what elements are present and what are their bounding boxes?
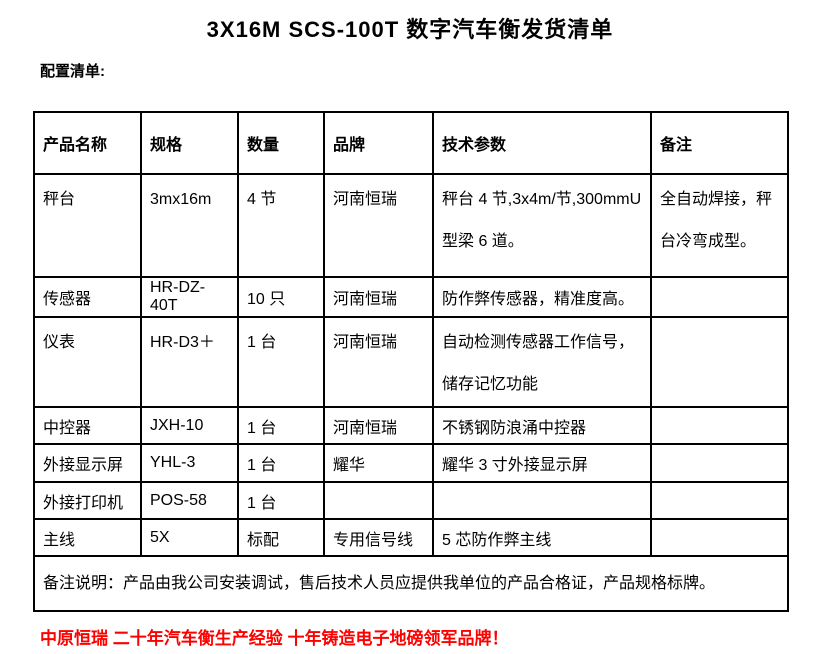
cell-spec: JXH-10 [140,406,239,445]
cell-brand: 耀华 [323,443,434,483]
cell-tech-params: 耀华 3 寸外接显示屏 [432,443,652,483]
cell-remarks: 全自动焊接，秤台冷弯成型。 [650,173,789,278]
header-cell-tech-params: 技术参数 [432,111,652,175]
row-main-cable: 主线 5X 标配 专用信号线 5 芯防作弊主线 [33,518,789,557]
cell-remarks [650,443,789,483]
cell-product-name: 主线 [33,518,142,557]
cell-spec: YHL-3 [140,443,239,483]
cell-remarks [650,481,789,520]
cell-quantity: 4 节 [237,173,325,278]
section-label: 配置清单: [40,63,105,80]
row-central-controller: 中控器 JXH-10 1 台 河南恒瑞 不锈钢防浪涌中控器 [33,406,789,445]
cell-quantity: 1 台 [237,316,325,408]
cell-brand: 专用信号线 [323,518,434,557]
row-external-display: 外接显示屏 YHL-3 1 台 耀华 耀华 3 寸外接显示屏 [33,443,789,483]
cell-tech-params: 不锈钢防浪涌中控器 [432,406,652,445]
document-title: 3X16M SCS-100T 数字汽车衡发货清单 [206,17,614,42]
header-cell-brand: 品牌 [323,111,434,175]
cell-spec: 3mx16m [140,173,239,278]
cell-spec: HR-DZ-40T [140,276,239,318]
slogan-text: 中原恒瑞 二十年汽车衡生产经验 十年铸造电子地磅领军品牌！ [40,629,509,648]
packing-list-table: 产品名称 规格 数量 品牌 技术参数 备注 秤台 3mx16m 4 节 河南恒瑞… [33,111,789,612]
cell-product-name: 秤台 [33,173,142,278]
cell-product-name: 传感器 [33,276,142,318]
cell-quantity: 1 台 [237,443,325,483]
cell-product-name: 中控器 [33,406,142,445]
header-cell-remarks: 备注 [650,111,789,175]
cell-tech-params: 秤台 4 节,3x4m/节,300mmU 型梁 6 道。 [432,173,652,278]
row-indicator: 仪表 HR-D3＋ 1 台 河南恒瑞 自动检测传感器工作信号，储存记忆功能 [33,316,789,408]
cell-tech-params [432,481,652,520]
table-header-row: 产品名称 规格 数量 品牌 技术参数 备注 [33,111,789,175]
cell-remarks [650,518,789,557]
cell-tech-params: 自动检测传感器工作信号，储存记忆功能 [432,316,652,408]
header-cell-product-name: 产品名称 [33,111,142,175]
cell-product-name: 外接打印机 [33,481,142,520]
row-scale-platform: 秤台 3mx16m 4 节 河南恒瑞 秤台 4 节,3x4m/节,300mmU … [33,173,789,278]
row-load-cell: 传感器 HR-DZ-40T 10 只 河南恒瑞 防作弊传感器，精准度高。 [33,276,789,318]
cell-remarks [650,406,789,445]
cell-tech-params: 5 芯防作弊主线 [432,518,652,557]
cell-brand: 河南恒瑞 [323,276,434,318]
cell-quantity: 1 台 [237,406,325,445]
cell-tech-params: 防作弊传感器，精准度高。 [432,276,652,318]
cell-quantity: 1 台 [237,481,325,520]
row-external-printer: 外接打印机 POS-58 1 台 [33,481,789,520]
cell-spec: POS-58 [140,481,239,520]
cell-product-name: 外接显示屏 [33,443,142,483]
remarks-note-text: 备注说明：产品由我公司安装调试，售后技术人员应提供我单位的产品合格证，产品规格标… [33,555,789,612]
row-remarks-note: 备注说明：产品由我公司安装调试，售后技术人员应提供我单位的产品合格证，产品规格标… [33,555,789,612]
cell-remarks [650,316,789,408]
cell-brand: 河南恒瑞 [323,406,434,445]
cell-brand: 河南恒瑞 [323,173,434,278]
header-cell-spec: 规格 [140,111,239,175]
cell-quantity: 10 只 [237,276,325,318]
cell-brand: 河南恒瑞 [323,316,434,408]
cell-quantity: 标配 [237,518,325,557]
cell-product-name: 仪表 [33,316,142,408]
cell-remarks [650,276,789,318]
header-cell-quantity: 数量 [237,111,325,175]
cell-spec: 5X [140,518,239,557]
cell-spec: HR-D3＋ [140,316,239,408]
cell-brand [323,481,434,520]
